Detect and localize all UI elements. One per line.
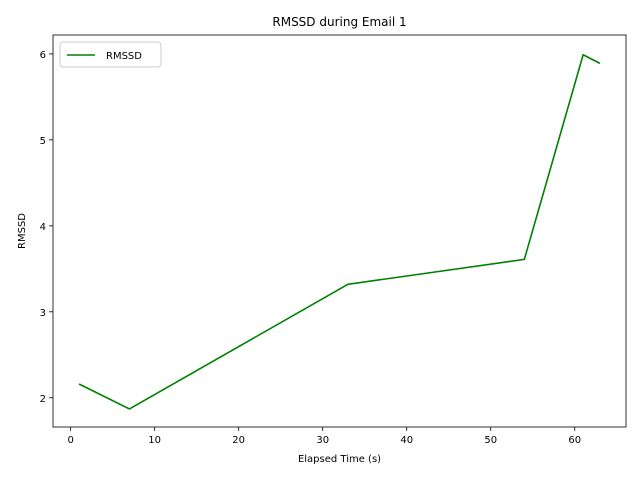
x-axis-ticks: 0 10 20 30 40 50 60	[67, 427, 581, 446]
y-tick-label: 5	[40, 136, 46, 147]
plot-frame	[52, 34, 627, 428]
x-tick-label: 0	[67, 435, 73, 446]
y-axis-ticks: 2 3 4 5 6	[40, 50, 53, 405]
x-tick-label: 60	[568, 435, 581, 446]
y-axis-label: RMSSD	[17, 213, 28, 249]
x-tick-label: 50	[484, 435, 497, 446]
y-tick-label: 2	[40, 394, 46, 405]
y-tick-label: 4	[40, 222, 46, 233]
x-tick-label: 30	[316, 435, 329, 446]
x-tick-label: 40	[400, 435, 413, 446]
legend: RMSSD	[59, 41, 162, 68]
legend-box	[59, 41, 162, 68]
y-tick-label: 6	[40, 50, 46, 61]
x-tick-label: 10	[148, 435, 161, 446]
chart-title: RMSSD during Email 1	[272, 15, 406, 29]
series-line-rmssd	[78, 53, 601, 410]
y-tick-label: 3	[40, 308, 46, 319]
legend-label-rmssd: RMSSD	[106, 51, 142, 62]
x-axis-label: Elapsed Time (s)	[298, 454, 381, 465]
series-layer	[78, 53, 601, 410]
x-tick-label: 20	[232, 435, 245, 446]
